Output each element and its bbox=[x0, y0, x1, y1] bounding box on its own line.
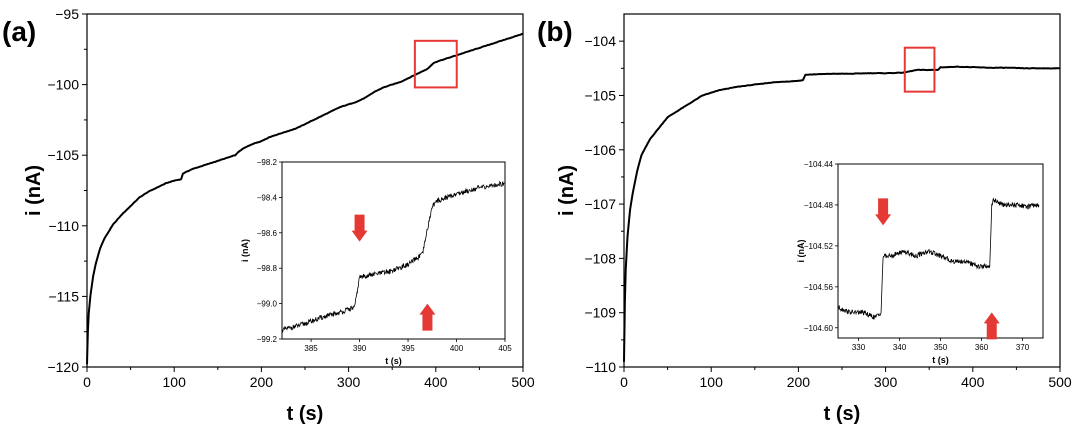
x-tick-label: 200 bbox=[250, 374, 274, 390]
y-tick-label: −109 bbox=[584, 305, 616, 321]
inset-plot: 385 390 395 400 405 −99.2 −99.0 −98.8 −98.6 −98.4… bbox=[240, 158, 512, 366]
y-axis-title: i (nA) bbox=[23, 165, 45, 216]
inset-y-tick-label: −98.4 bbox=[257, 193, 278, 202]
x-axis-title: t (s) bbox=[824, 403, 861, 425]
data-line bbox=[623, 65, 1061, 362]
panel-a: (a) 0 100 200 300 400 500 −120 −115 −110 −105 −100 −… bbox=[2, 6, 535, 425]
y-tick-label: −105 bbox=[584, 87, 616, 103]
x-tick-label: 500 bbox=[1048, 374, 1072, 390]
inset-y-tick-label: −104.56 bbox=[804, 283, 834, 292]
x-tick-label: 400 bbox=[424, 374, 448, 390]
x-tick-label: 300 bbox=[337, 374, 361, 390]
y-tick-label: −105 bbox=[47, 147, 79, 163]
inset-x-tick-label: 350 bbox=[934, 343, 948, 352]
inset-y-tick-label: −104.44 bbox=[804, 160, 834, 169]
inset-x-tick-label: 385 bbox=[304, 344, 318, 353]
x-tick-label: 300 bbox=[874, 374, 898, 390]
y-tick-label: −106 bbox=[584, 142, 616, 158]
panel-b: (b) 0 100 200 300 400 500 −110 −109 −108 −107 −106 −… bbox=[537, 13, 1072, 425]
zoom-highlight-box bbox=[903, 46, 936, 93]
inset-y-tick-label: −98.6 bbox=[257, 229, 278, 238]
y-tick-label: −108 bbox=[584, 250, 616, 266]
inset-y-tick-label: −104.52 bbox=[804, 242, 834, 251]
inset-x-tick-label: 390 bbox=[353, 344, 367, 353]
zoom-highlight-box bbox=[413, 39, 458, 89]
inset-y-axis-title: i (nA) bbox=[240, 239, 250, 262]
y-tick-label: −100 bbox=[47, 77, 79, 93]
inset-x-tick-label: 405 bbox=[498, 344, 512, 353]
y-tick-label: −110 bbox=[586, 359, 617, 375]
red-arrow-down-icon bbox=[351, 214, 368, 242]
y-tick-label: −104 bbox=[584, 33, 616, 49]
y-tick-label: −115 bbox=[49, 288, 80, 304]
inset-x-axis-title: t (s) bbox=[932, 355, 949, 365]
x-tick-label: 500 bbox=[511, 374, 535, 390]
red-arrow-up-icon bbox=[983, 312, 1000, 340]
inset-plot: 330 340 350 360 370 −104.60 −104.56 −104.52 −104… bbox=[796, 160, 1044, 365]
inset-x-tick-label: 330 bbox=[852, 343, 866, 352]
inset-y-tick-label: −98.2 bbox=[257, 158, 278, 167]
panel-label: (a) bbox=[2, 16, 36, 47]
inset-frame bbox=[837, 163, 1044, 339]
inset-x-axis-title: t (s) bbox=[385, 356, 402, 366]
x-axis-title: t (s) bbox=[287, 403, 324, 425]
x-tick-label: 100 bbox=[700, 374, 724, 390]
inset-x-tick-label: 340 bbox=[893, 343, 907, 352]
inset-y-axis-title: i (nA) bbox=[796, 240, 806, 263]
panel-label: (b) bbox=[537, 16, 573, 47]
inset-y-tick-label: −99.0 bbox=[257, 300, 278, 309]
inset-x-tick-label: 400 bbox=[450, 344, 464, 353]
y-tick-label: −107 bbox=[584, 196, 616, 212]
inset-data-line bbox=[837, 197, 1040, 320]
inset-x-tick-label: 370 bbox=[1016, 343, 1030, 352]
y-tick-label: −95 bbox=[55, 6, 79, 22]
x-tick-label: 0 bbox=[620, 374, 628, 390]
inset-y-tick-label: −104.60 bbox=[804, 324, 834, 333]
inset-y-tick-label: −98.8 bbox=[257, 264, 278, 273]
red-arrow-up-icon bbox=[419, 303, 436, 331]
red-arrow-down-icon bbox=[875, 198, 892, 226]
y-tick-label: −120 bbox=[47, 359, 79, 375]
inset-y-tick-label: −99.2 bbox=[257, 335, 278, 344]
inset-x-tick-label: 360 bbox=[975, 343, 989, 352]
x-tick-label: 400 bbox=[961, 374, 985, 390]
y-axis-title: i (nA) bbox=[556, 165, 578, 216]
inset-y-tick-label: −104.48 bbox=[804, 201, 834, 210]
inset-x-tick-label: 395 bbox=[401, 344, 415, 353]
x-tick-label: 100 bbox=[163, 374, 187, 390]
x-tick-label: 200 bbox=[787, 374, 811, 390]
x-tick-label: 0 bbox=[83, 374, 91, 390]
data-line bbox=[86, 32, 524, 365]
inset-data-line bbox=[281, 180, 506, 333]
y-tick-label: −110 bbox=[49, 218, 80, 234]
